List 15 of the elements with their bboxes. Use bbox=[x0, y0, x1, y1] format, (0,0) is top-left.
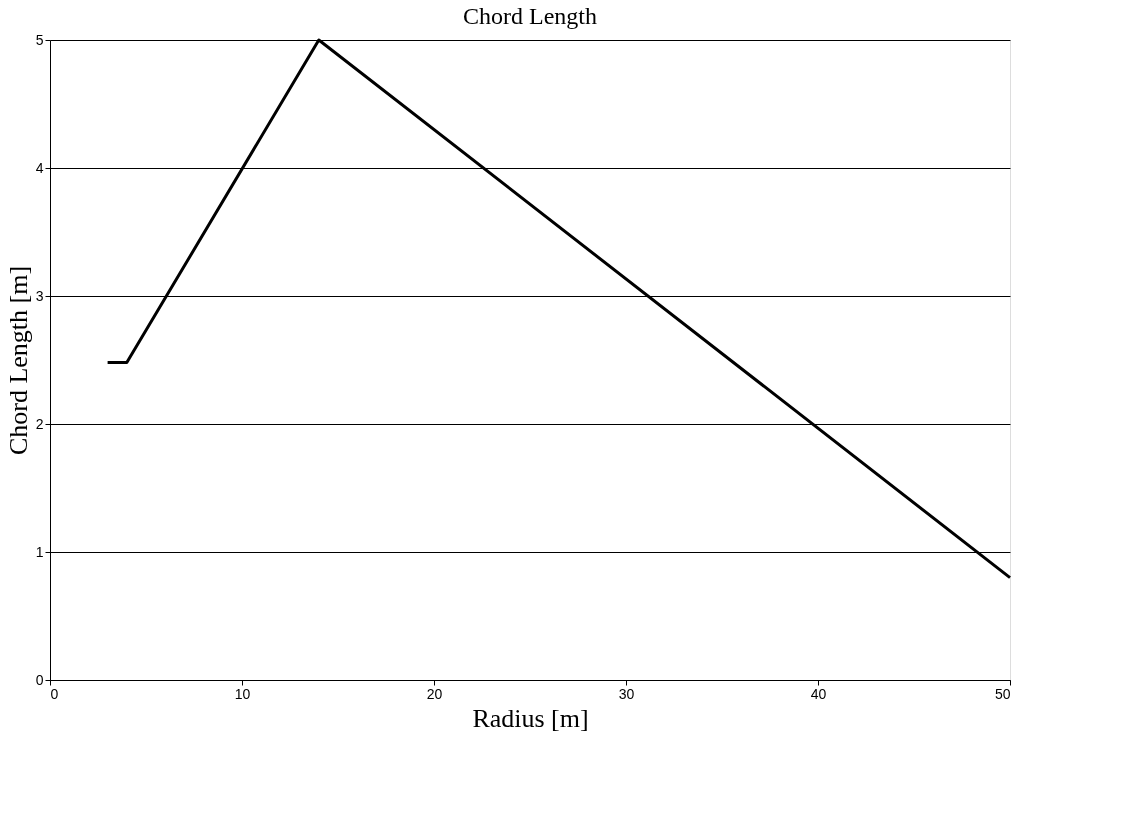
y-tick-label: 2 bbox=[35, 415, 44, 432]
x-tick-label: 0 bbox=[50, 685, 59, 702]
y-tick-label: 3 bbox=[35, 287, 44, 304]
chart-title: Chord Length bbox=[463, 3, 597, 29]
y-tick-label: 4 bbox=[35, 159, 44, 176]
x-axis-title: Radius [m] bbox=[472, 703, 589, 733]
x-tick-label: 50 bbox=[994, 685, 1011, 702]
y-tick-label: 0 bbox=[35, 671, 44, 688]
y-tick-label: 5 bbox=[35, 31, 44, 48]
y-tick-label: 1 bbox=[35, 543, 44, 560]
x-tick-label: 30 bbox=[618, 685, 635, 702]
x-tick-label: 10 bbox=[234, 685, 251, 702]
x-tick-label: 40 bbox=[810, 685, 827, 702]
x-tick-label: 20 bbox=[426, 685, 443, 702]
y-axis-title: Chord Length [m] bbox=[3, 265, 33, 456]
